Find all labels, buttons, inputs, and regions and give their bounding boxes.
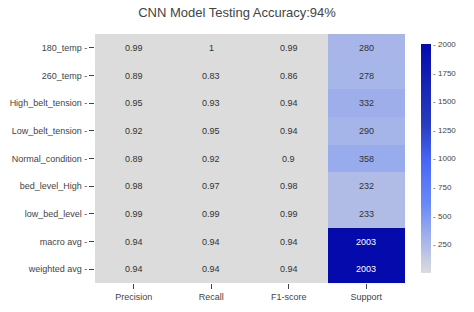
svg-text:180_temp -: 180_temp - (42, 43, 88, 53)
svg-text:CNN Model Testing Accuracy:94%: CNN Model Testing Accuracy:94% (138, 5, 336, 20)
svg-text:macro avg -: macro avg - (40, 237, 88, 247)
svg-text:weighted avg -: weighted avg - (28, 264, 88, 274)
svg-text:0.86: 0.86 (280, 71, 298, 81)
svg-text:- 750: - 750 (433, 183, 452, 192)
svg-text:290: 290 (359, 126, 374, 136)
svg-text:0.94: 0.94 (125, 264, 143, 274)
svg-text:0.89: 0.89 (125, 71, 143, 81)
svg-text:0.92: 0.92 (125, 126, 143, 136)
svg-text:0.99: 0.99 (280, 43, 298, 53)
svg-text:0.94: 0.94 (202, 264, 220, 274)
svg-text:1: 1 (209, 43, 214, 53)
svg-text:0.89: 0.89 (125, 154, 143, 164)
svg-text:260_temp -: 260_temp - (42, 71, 88, 81)
svg-text:0.83: 0.83 (202, 71, 220, 81)
svg-text:- 1750: - 1750 (433, 69, 456, 78)
svg-text:0.99: 0.99 (202, 209, 220, 219)
svg-text:358: 358 (359, 154, 374, 164)
svg-text:bed_level_High -: bed_level_High - (20, 181, 88, 191)
svg-text:0.94: 0.94 (280, 126, 298, 136)
svg-text:280: 280 (359, 43, 374, 53)
svg-text:0.94: 0.94 (280, 264, 298, 274)
svg-text:Support: Support (350, 292, 382, 302)
svg-text:0.98: 0.98 (280, 181, 298, 191)
svg-text:- 1250: - 1250 (433, 126, 456, 135)
svg-text:0.94: 0.94 (280, 98, 298, 108)
svg-text:low_bed_level -: low_bed_level - (25, 209, 88, 219)
svg-text:0.99: 0.99 (125, 209, 143, 219)
svg-text:- 250: - 250 (433, 240, 452, 249)
svg-text:Low_belt_tension -: Low_belt_tension - (12, 126, 88, 136)
svg-text:Normal_condition -: Normal_condition - (12, 154, 88, 164)
svg-text:- 1500: - 1500 (433, 97, 456, 106)
svg-text:F1-score: F1-score (271, 292, 307, 302)
svg-text:232: 232 (359, 181, 374, 191)
svg-text:- 1000: - 1000 (433, 154, 456, 163)
svg-text:Recall: Recall (199, 292, 224, 302)
svg-text:0.97: 0.97 (202, 181, 220, 191)
svg-text:0.95: 0.95 (202, 126, 220, 136)
svg-text:332: 332 (359, 98, 374, 108)
svg-text:- 500: - 500 (433, 212, 452, 221)
svg-text:0.99: 0.99 (280, 209, 298, 219)
svg-text:High_belt_tension -: High_belt_tension - (10, 98, 88, 108)
svg-text:Precision: Precision (115, 292, 152, 302)
svg-text:0.93: 0.93 (202, 98, 220, 108)
svg-text:2003: 2003 (356, 264, 376, 274)
svg-text:- 2000: - 2000 (433, 40, 456, 49)
svg-text:233: 233 (359, 209, 374, 219)
svg-text:0.94: 0.94 (125, 237, 143, 247)
svg-text:0.99: 0.99 (125, 43, 143, 53)
svg-text:0.94: 0.94 (280, 237, 298, 247)
svg-text:0.9: 0.9 (282, 154, 295, 164)
svg-text:0.98: 0.98 (125, 181, 143, 191)
svg-text:0.95: 0.95 (125, 98, 143, 108)
svg-text:0.92: 0.92 (202, 154, 220, 164)
svg-text:278: 278 (359, 71, 374, 81)
svg-text:0.94: 0.94 (202, 237, 220, 247)
svg-text:2003: 2003 (356, 237, 376, 247)
